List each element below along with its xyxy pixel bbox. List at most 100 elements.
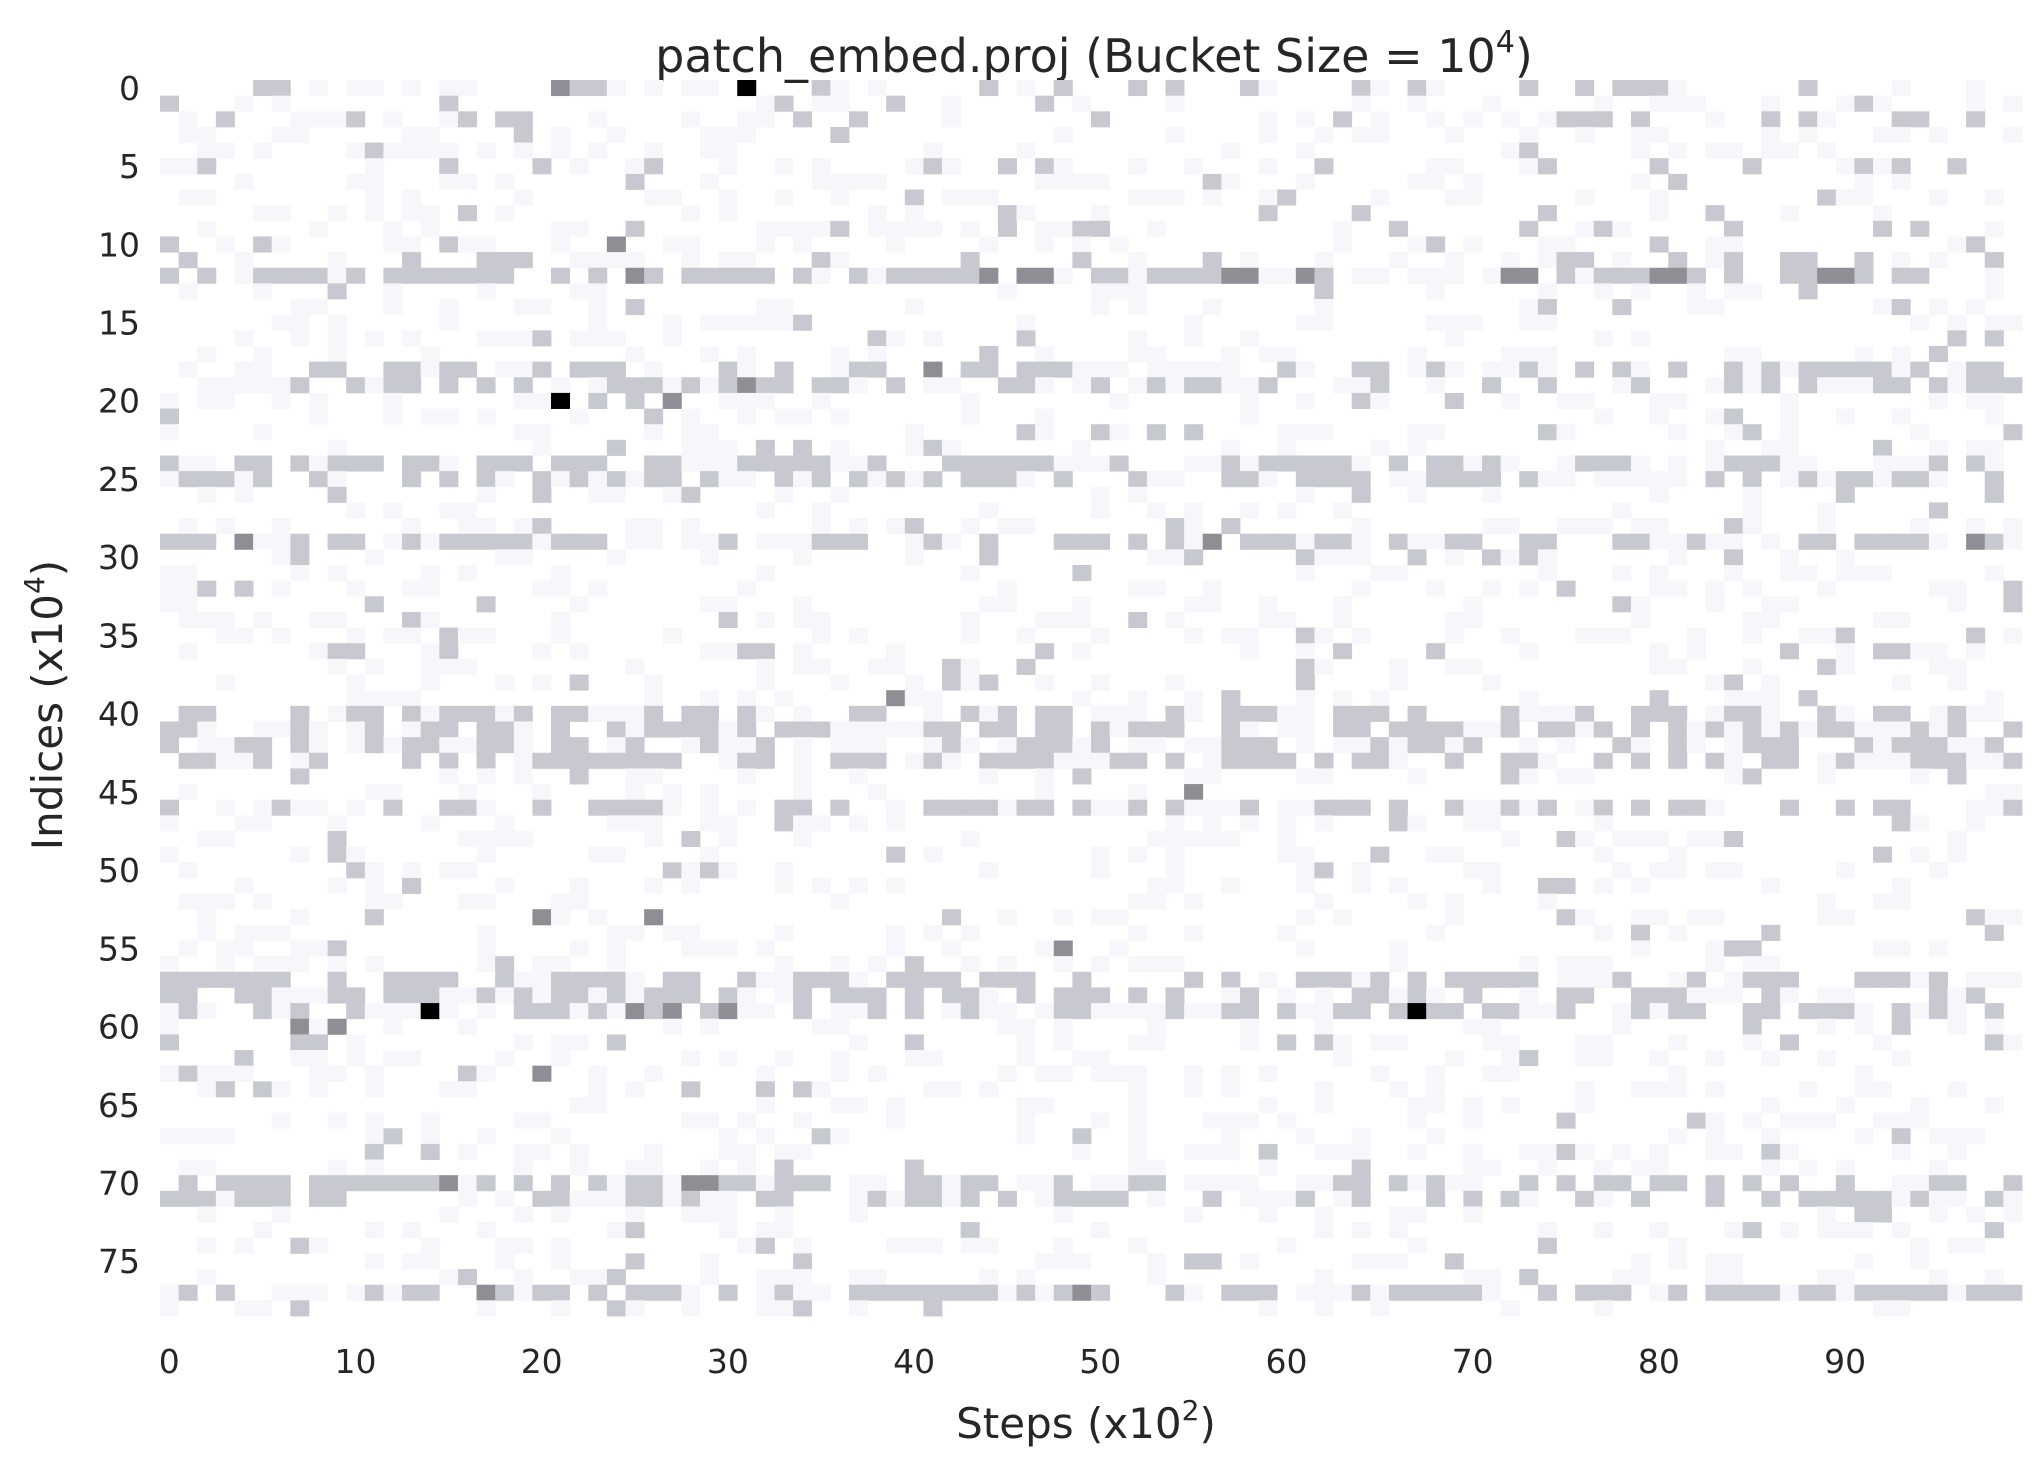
heatmap-cell xyxy=(979,862,999,879)
heatmap-cell xyxy=(234,627,254,644)
heatmap-cell xyxy=(830,1096,850,1114)
heatmap-cell xyxy=(793,220,813,237)
heatmap-cell xyxy=(1891,408,1911,425)
heatmap-cell xyxy=(1407,533,1427,550)
heatmap-cell xyxy=(197,126,217,143)
heatmap-cell xyxy=(1817,1284,1837,1301)
heatmap-cell xyxy=(1705,830,1725,848)
heatmap-cell xyxy=(1984,408,2004,425)
heatmap-cell xyxy=(942,1190,962,1207)
heatmap-cell xyxy=(1854,737,1874,754)
heatmap-cell xyxy=(811,1284,831,1301)
heatmap-cell xyxy=(699,1018,719,1035)
heatmap-cell xyxy=(1835,565,1855,582)
heatmap-cell xyxy=(625,1284,645,1301)
heatmap-cell xyxy=(402,126,422,143)
heatmap-cell xyxy=(644,721,664,738)
heatmap-cell xyxy=(606,361,626,378)
heatmap-cell xyxy=(1202,596,1222,613)
heatmap-cell xyxy=(402,611,422,628)
heatmap-cell xyxy=(569,1159,589,1176)
heatmap-cell xyxy=(495,361,515,378)
heatmap-cell xyxy=(178,784,198,801)
heatmap-cell xyxy=(215,674,235,691)
heatmap-cell xyxy=(178,283,198,300)
heatmap-cell xyxy=(830,377,850,394)
heatmap-cell xyxy=(1221,877,1241,894)
heatmap-cell xyxy=(402,1253,422,1270)
heatmap-cell xyxy=(1035,345,1055,363)
heatmap-cell xyxy=(383,267,403,284)
heatmap-cell xyxy=(476,1222,496,1239)
heatmap-cell xyxy=(1109,799,1129,816)
heatmap-cell xyxy=(1407,267,1427,284)
heatmap-cell xyxy=(1668,361,1688,378)
heatmap-cell xyxy=(1407,1175,1427,1192)
heatmap-cell xyxy=(755,658,775,675)
heatmap-cell xyxy=(606,80,626,97)
heatmap-cell xyxy=(1761,737,1781,754)
heatmap-cell xyxy=(1277,1003,1297,1020)
heatmap-cell xyxy=(830,956,850,973)
heatmap-cell xyxy=(271,126,291,143)
heatmap-cell xyxy=(1928,377,1948,394)
heatmap-cell xyxy=(718,721,738,738)
heatmap-cell xyxy=(1593,815,1613,832)
heatmap-cell xyxy=(1444,455,1464,472)
heatmap-cell xyxy=(904,674,924,691)
heatmap-cell xyxy=(402,877,422,894)
heatmap-cell xyxy=(904,299,924,316)
heatmap-cell xyxy=(1966,392,1986,409)
heatmap-cell xyxy=(271,533,291,550)
heatmap-cell xyxy=(1891,721,1911,738)
heatmap-cell xyxy=(197,1003,217,1020)
heatmap-cell xyxy=(1742,158,1762,175)
heatmap-cell xyxy=(1239,377,1259,394)
heatmap-cell xyxy=(513,1003,533,1020)
heatmap-cell xyxy=(1854,1206,1874,1223)
heatmap-cell xyxy=(1835,158,1855,175)
x-tick-label: 30 xyxy=(707,1342,749,1381)
heatmap-cell xyxy=(1221,267,1241,284)
heatmap-cell xyxy=(1649,909,1669,926)
heatmap-cell xyxy=(457,565,477,582)
heatmap-cell xyxy=(327,1065,347,1082)
heatmap-cell xyxy=(606,486,626,503)
heatmap-cell xyxy=(1016,314,1036,331)
heatmap-cell xyxy=(923,737,943,754)
heatmap-cell xyxy=(1221,987,1241,1004)
heatmap-cell xyxy=(1407,1112,1427,1129)
heatmap-cell xyxy=(681,987,701,1004)
heatmap-cell xyxy=(606,377,626,394)
heatmap-cell xyxy=(1165,80,1185,97)
heatmap-cell xyxy=(1407,1003,1427,1020)
x-tick-label: 10 xyxy=(335,1342,377,1381)
heatmap-cell xyxy=(960,1284,980,1301)
heatmap-cell xyxy=(1668,1003,1688,1020)
heatmap-cell xyxy=(1370,189,1390,206)
heatmap-cell xyxy=(588,361,608,378)
heatmap-cell xyxy=(1593,924,1613,941)
heatmap-cell xyxy=(1910,424,1930,441)
heatmap-cell xyxy=(1128,1065,1148,1082)
heatmap-cell xyxy=(644,674,664,691)
heatmap-cell xyxy=(1500,705,1520,722)
heatmap-cell xyxy=(1928,392,1948,409)
heatmap-cell xyxy=(532,784,552,801)
heatmap-cell xyxy=(1277,455,1297,472)
heatmap-cell xyxy=(569,768,589,785)
heatmap-cell xyxy=(1426,361,1446,378)
heatmap-cell xyxy=(1779,1143,1799,1160)
heatmap-cell xyxy=(1482,455,1502,472)
heatmap-cell xyxy=(551,455,571,472)
heatmap-cell xyxy=(1873,471,1893,488)
heatmap-cell xyxy=(1109,1003,1129,1020)
heatmap-cell xyxy=(718,189,738,206)
heatmap-cell xyxy=(867,1065,887,1082)
heatmap-cell xyxy=(253,377,273,394)
heatmap-cell xyxy=(1277,361,1297,378)
heatmap-cell xyxy=(1258,533,1278,550)
y-axis-label: Indices (x104) xyxy=(18,560,72,850)
heatmap-cell xyxy=(1239,752,1259,769)
heatmap-cell xyxy=(1519,705,1539,722)
